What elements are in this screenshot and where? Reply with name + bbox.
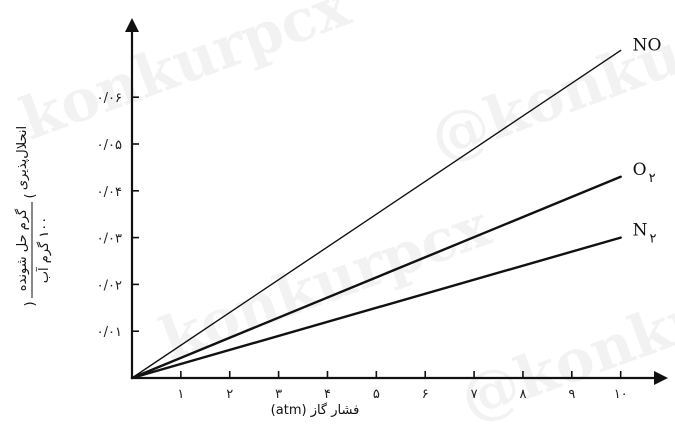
series-line-o (130, 175, 622, 380)
series-label-subscript: ۲ (650, 232, 657, 247)
x-ticks: ۱ ۲ ۳ ۴ ۵ ۶ ۷ ۸ ۹ ۱۰ (177, 371, 628, 402)
series-label-no: NO (633, 35, 662, 55)
x-tick-label: ۷ (471, 387, 478, 402)
y-axis-fraction-paren-close: ) (23, 301, 38, 306)
x-tick-label: ۱۰ (614, 387, 628, 402)
watermark-text: konkurpcx (152, 191, 499, 373)
x-tick-label: ۶ (422, 387, 429, 402)
y-tick-label: ۰/۰۳ (97, 232, 122, 247)
series-line-no (131, 49, 622, 379)
series-label-main: NO (633, 35, 662, 55)
y-axis-fraction-numerator: گرم حل شونده (14, 208, 30, 291)
y-axis-title-main: انحلال‌پذیری (15, 126, 30, 190)
series-label-main: O (633, 160, 647, 180)
watermark-layer: konkurpcx @konkurpcx konkurpcx @konkurpc… (12, 0, 675, 433)
x-tick-label: ۴ (324, 387, 331, 402)
y-axis-title: انحلال‌پذیری گرم حل شونده ۱۰۰ گرم آب ( ) (14, 126, 52, 307)
y-tick-label: ۰/۰۶ (97, 91, 122, 106)
y-tick-label: ۰/۰۵ (97, 138, 122, 153)
watermark-text: @konkurpcx (452, 231, 675, 433)
axes (125, 18, 668, 385)
y-tick-label: ۰/۰۲ (97, 278, 122, 293)
x-axis-arrow (654, 371, 668, 385)
y-ticks: ۰/۰۱ ۰/۰۲ ۰/۰۳ ۰/۰۴ ۰/۰۵ ۰/۰۶ (97, 91, 139, 340)
watermark-text: @konkurpcx (422, 0, 675, 173)
x-tick-label: ۲ (226, 387, 233, 402)
series-lines (130, 49, 622, 380)
y-axis-arrow (125, 18, 139, 32)
watermark-text: konkurpcx (12, 0, 359, 153)
x-axis-title: فشار گاز (atm) (271, 402, 360, 418)
series-label-subscript: ۲ (649, 171, 656, 186)
series-labels: NOO ۲N ۲ (633, 35, 662, 246)
y-tick-label: ۰/۰۱ (97, 325, 122, 340)
x-tick-label: ۵ (373, 387, 380, 402)
series-label-main: N (633, 221, 648, 241)
y-tick-label: ۰/۰۴ (97, 185, 122, 200)
y-axis-fraction-paren-open: ( (23, 193, 38, 198)
x-tick-label: ۱ (177, 387, 184, 402)
x-tick-label: ۹ (568, 387, 575, 402)
x-tick-label: ۸ (519, 387, 526, 402)
series-line-n (130, 236, 622, 380)
x-tick-label: ۳ (275, 387, 282, 402)
y-axis-fraction-denominator: ۱۰۰ گرم آب (35, 217, 52, 283)
